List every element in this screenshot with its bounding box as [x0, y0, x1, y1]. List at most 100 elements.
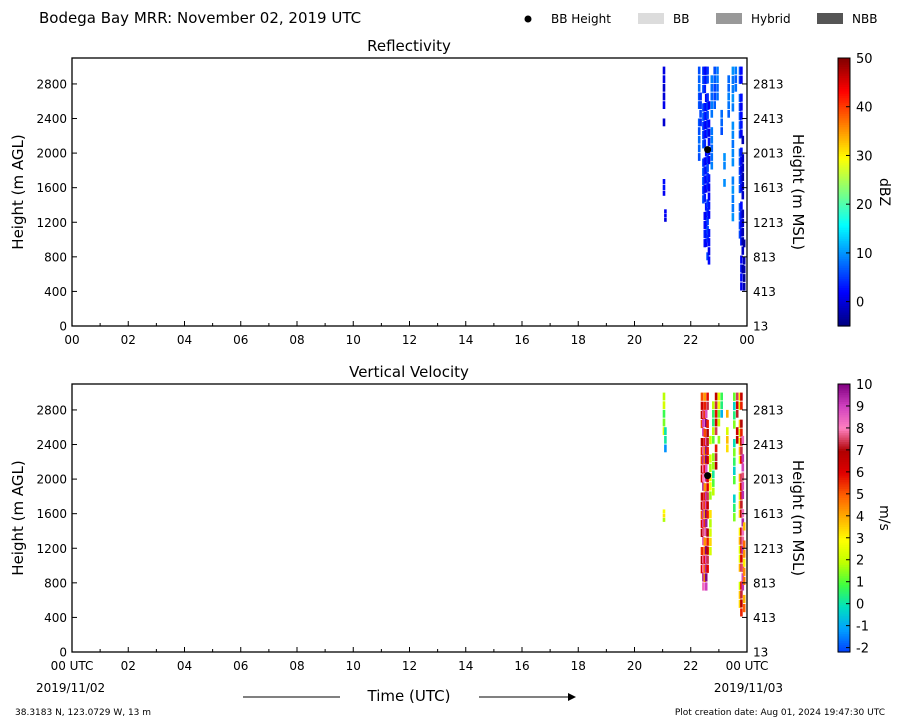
- vertical-velocity-x-tick-label: 22: [683, 659, 698, 673]
- vertical-velocity-echo-cell: [704, 500, 708, 509]
- vertical-velocity-echo-cell: [702, 518, 705, 528]
- vertical-velocity-echo-cell: [700, 419, 704, 429]
- vertical-velocity-colorbar-segment: [838, 437, 850, 441]
- vertical-velocity-colorbar-segment: [838, 573, 850, 577]
- vertical-velocity-echo-cell: [717, 401, 721, 410]
- legend-bb-height-label: BB Height: [551, 12, 611, 26]
- reflectivity-colorbar-segment: [838, 84, 850, 88]
- reflectivity-colorbar-segment: [838, 183, 850, 186]
- vertical-velocity-colorbar-segment: [838, 616, 850, 620]
- vertical-velocity-colorbar-segment: [838, 480, 850, 483]
- vertical-velocity-echo-cell: [703, 537, 707, 546]
- reflectivity-echo-cell: [706, 66, 709, 75]
- reflectivity-colorbar-segment: [838, 288, 850, 291]
- reflectivity-echo-cell: [704, 121, 708, 130]
- reflectivity-echo-cell: [738, 66, 742, 75]
- legend-nbb-swatch: [817, 13, 843, 24]
- vertical-velocity-panel: Vertical Velocity 00 UTC 02 04 06 08 10 12 14 16…: [9, 363, 892, 673]
- reflectivity-echo-cells: [662, 66, 746, 291]
- vertical-velocity-colorbar-tick-label: 3: [856, 532, 864, 547]
- vertical-velocity-echo-cell: [703, 437, 707, 447]
- vertical-velocity-y2-axis: 13 413 813 1213 1613 2013 2413 2813: [742, 403, 784, 660]
- reflectivity-colorbar-segment: [838, 156, 850, 160]
- vertical-velocity-colorbar-segment: [838, 488, 850, 492]
- reflectivity-x-tick-label: 14: [458, 333, 473, 347]
- vertical-velocity-colorbar-segment: [838, 502, 850, 506]
- vertical-velocity-colorbar-segment: [838, 464, 850, 468]
- reflectivity-echo-cell: [738, 203, 742, 212]
- bb-legend: BB Height BB Hybrid NBB: [524, 12, 877, 26]
- reflectivity-echo-cell: [702, 66, 705, 75]
- reflectivity-echo-cell: [723, 161, 726, 170]
- reflectivity-echo-cell: [704, 111, 708, 121]
- vertical-velocity-echo-cell: [738, 581, 742, 590]
- vertical-velocity-colorbar-segment: [838, 622, 850, 626]
- reflectivity-echo-cell: [740, 156, 743, 165]
- vertical-velocity-echo-cell: [720, 409, 723, 418]
- vertical-velocity-x-tick-label: 08: [289, 659, 304, 673]
- reflectivity-echo-cell: [702, 75, 705, 85]
- vertical-velocity-echo-cell: [740, 419, 743, 428]
- vertical-velocity-echo-cell: [738, 545, 742, 554]
- reflectivity-colorbar-segment: [838, 171, 850, 175]
- reflectivity-echo-cell: [664, 213, 667, 218]
- reflectivity-echo-cell: [707, 156, 711, 165]
- vertical-velocity-echo-cell: [662, 513, 666, 518]
- reflectivity-colorbar-segment: [838, 120, 850, 124]
- reflectivity-colorbar-tick-label: 10: [856, 247, 873, 262]
- vertical-velocity-echo-cell: [709, 435, 712, 445]
- reflectivity-y2-tick-label: 2813: [753, 77, 784, 91]
- reflectivity-colorbar-segment: [838, 104, 850, 108]
- vertical-velocity-colorbar-segment: [838, 602, 850, 606]
- reflectivity-echo-cell: [702, 112, 705, 121]
- vertical-velocity-echo-cell: [740, 536, 743, 545]
- reflectivity-echo-cell: [704, 93, 708, 102]
- vertical-velocity-x-tick-label: 10: [346, 659, 361, 673]
- reflectivity-colorbar-segment: [838, 167, 850, 171]
- reflectivity-echo-cell: [697, 66, 701, 75]
- reflectivity-echo-cell: [699, 101, 702, 109]
- reflectivity-colorbar-segment: [838, 227, 850, 231]
- vertical-velocity-colorbar-tick-label: 0: [856, 598, 864, 613]
- reflectivity-echo-cell: [703, 221, 707, 230]
- reflectivity-echo-cell: [740, 201, 743, 210]
- vertical-velocity-echo-cell: [712, 479, 715, 487]
- reflectivity-echo-cell: [703, 121, 707, 130]
- vertical-velocity-echo-cell: [702, 509, 705, 518]
- vertical-velocity-colorbar-tick-label: -2: [856, 642, 869, 657]
- vertical-velocity-echo-cell: [726, 427, 729, 435]
- vertical-velocity-echo-cell: [706, 437, 709, 447]
- reflectivity-colorbar-segment: [838, 236, 850, 240]
- vertical-velocity-colorbar-segment: [838, 500, 850, 503]
- vertical-velocity-echo-cell: [662, 418, 666, 427]
- vertical-velocity-colorbar-segment: [838, 395, 850, 398]
- vertical-velocity-colorbar-segment: [838, 634, 850, 637]
- reflectivity-echo-cell: [662, 190, 666, 196]
- reflectivity-colorbar-segment: [838, 218, 850, 222]
- reflectivity-echo-cell: [723, 153, 726, 161]
- reflectivity-echo-cell: [710, 153, 714, 161]
- vertical-velocity-echo-cell: [740, 599, 743, 608]
- vertical-velocity-echo-cell: [704, 582, 708, 591]
- reflectivity-colorbar-segment: [838, 87, 850, 90]
- reflectivity-colorbar-segment: [838, 95, 850, 99]
- reflectivity-echo-cell: [703, 193, 707, 202]
- vertical-velocity-colorbar-segment: [838, 614, 850, 617]
- vertical-velocity-echo-cell: [702, 573, 705, 582]
- reflectivity-echo-cell: [697, 127, 701, 135]
- reflectivity-echo-cell: [702, 130, 705, 140]
- reflectivity-echo-cell: [738, 230, 742, 239]
- reflectivity-echo-cell: [738, 166, 742, 175]
- vertical-velocity-echo-cell: [738, 563, 742, 572]
- reflectivity-colorbar-segment: [838, 142, 850, 146]
- reflectivity-echo-cell: [704, 75, 708, 84]
- vertical-velocity-y2-tick-label: 1213: [753, 542, 784, 556]
- reflectivity-echo-cell: [697, 101, 701, 109]
- vertical-velocity-echo-cell: [742, 594, 746, 604]
- vertical-velocity-colorbar-segment: [838, 567, 850, 570]
- reflectivity-echo-cell: [741, 264, 745, 274]
- reflectivity-bb-height-marker: [704, 146, 712, 154]
- reflectivity-y-tick-label: 800: [44, 250, 67, 264]
- reflectivity-echo-cell: [710, 127, 714, 135]
- vertical-velocity-colorbar-segment: [838, 457, 850, 461]
